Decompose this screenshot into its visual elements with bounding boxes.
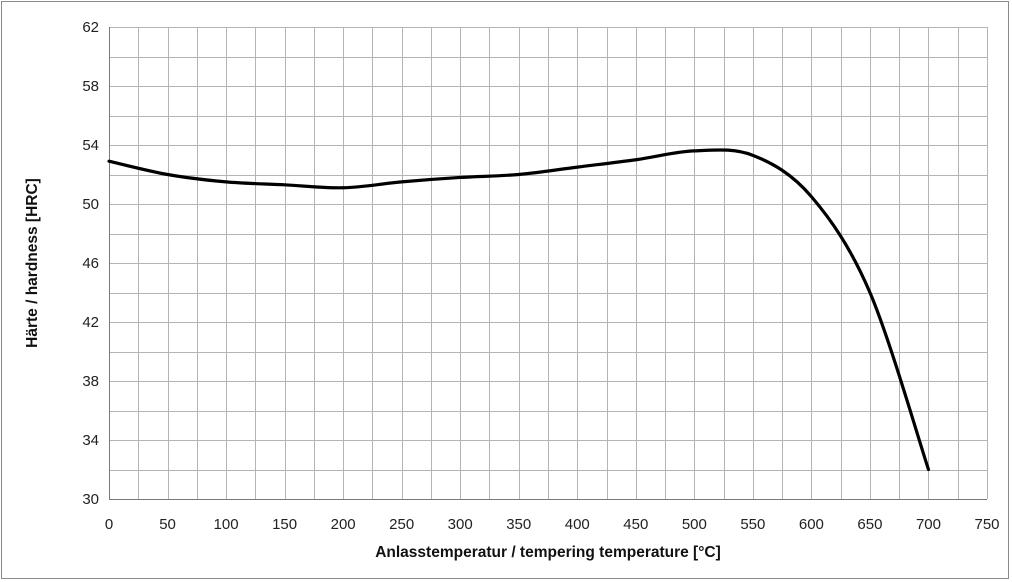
- y-tick-label: 62: [82, 19, 99, 36]
- series-layer: [107, 148, 931, 472]
- y-tick-label: 34: [82, 432, 99, 449]
- y-tick-label: 54: [82, 137, 99, 154]
- x-tick-label: 0: [105, 516, 113, 533]
- x-tick-label: 300: [448, 516, 473, 533]
- tick-label-layer: 0 50 100 150 200 250 300 350 400 450 500 550 600 650 7…: [82, 19, 999, 533]
- x-tick-label: 150: [272, 516, 297, 533]
- x-tick-label: 50: [159, 516, 176, 533]
- y-tick-label: 38: [82, 373, 99, 390]
- x-tick-label: 400: [565, 516, 590, 533]
- grid-layer: [109, 27, 988, 500]
- hardness-curve: [107, 148, 931, 472]
- x-tick-label: 750: [974, 516, 999, 533]
- axis-layer: [109, 27, 987, 500]
- x-tick-label: 200: [331, 516, 356, 533]
- x-tick-label: 100: [214, 516, 239, 533]
- y-tick-label: 58: [82, 78, 99, 95]
- x-axis-title: Anlasstemperatur / tempering temperature…: [375, 544, 721, 561]
- y-tick-label: 50: [82, 196, 99, 213]
- x-tick-label: 550: [740, 516, 765, 533]
- y-tick-label: 42: [82, 314, 99, 331]
- y-axis-title: Härte / hardness [HRC]: [24, 178, 41, 348]
- x-tick-label: 500: [682, 516, 707, 533]
- y-tick-label: 30: [82, 491, 99, 508]
- x-tick-label: 350: [506, 516, 531, 533]
- x-tick-label: 600: [799, 516, 824, 533]
- y-tick-label: 46: [82, 255, 99, 272]
- x-tick-label: 450: [623, 516, 648, 533]
- x-tick-label: 700: [916, 516, 941, 533]
- x-tick-label: 650: [857, 516, 882, 533]
- x-tick-label: 250: [389, 516, 414, 533]
